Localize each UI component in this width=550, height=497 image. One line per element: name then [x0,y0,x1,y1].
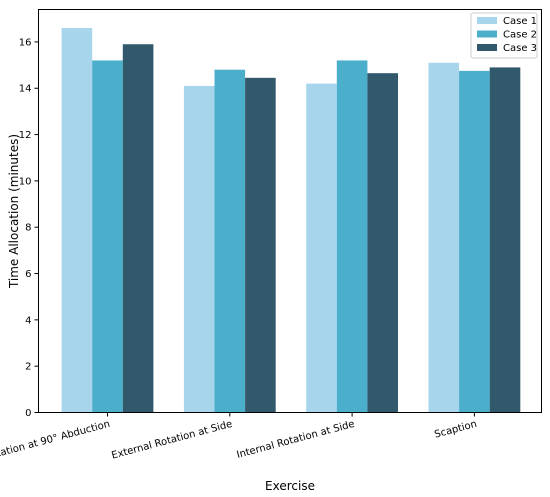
bar-case-2-3 [459,70,490,413]
x-axis-ticks: External Rotation at 90° AbductionExtern… [0,412,478,475]
y-tick-label: 8 [25,223,31,234]
bar-case-1-0 [61,28,93,413]
x-axis-title: Exercise [265,479,315,493]
y-axis-title: Time Allocation (minutes) [7,134,21,289]
y-tick-label: 2 [25,362,31,373]
bars-group [61,28,521,413]
y-tick-label: 6 [25,269,31,280]
x-tick-label: External Rotation at 90° Abduction [0,419,111,475]
bar-case-1-3 [428,62,460,413]
bar-case-2-2 [336,60,368,413]
legend-swatch [477,30,497,38]
y-tick-label: 4 [25,315,31,326]
bar-case-3-0 [122,44,154,413]
y-tick-label: 10 [19,176,32,187]
legend-swatch [477,17,497,24]
legend-label: Case 2 [503,30,537,41]
bar-case-3-1 [245,77,276,413]
legend-label: Case 3 [503,43,537,54]
bar-case-2-1 [214,69,246,413]
bar-case-2-0 [92,60,123,413]
plot-frame [38,9,542,413]
y-axis-ticks: 0 2 4 6 8 10 12 14 16 [19,37,39,419]
x-tick-label: Internal Rotation at Side [236,419,356,461]
y-tick-label: 14 [19,84,32,95]
x-tick-label: Scaption [433,419,478,441]
legend: Case 1 Case 2 Case 3 [470,12,538,59]
y-tick-label: 16 [19,37,32,48]
bar-case-3-2 [367,73,398,413]
y-tick-label: 0 [25,408,31,419]
legend-label: Case 1 [503,16,537,27]
legend-swatch [477,44,497,51]
bar-case-1-2 [306,83,337,413]
bar-case-3-3 [489,67,521,413]
y-tick-label: 12 [19,130,32,141]
x-tick-label: External Rotation at Side [110,419,233,462]
bar-case-1-1 [183,85,215,413]
